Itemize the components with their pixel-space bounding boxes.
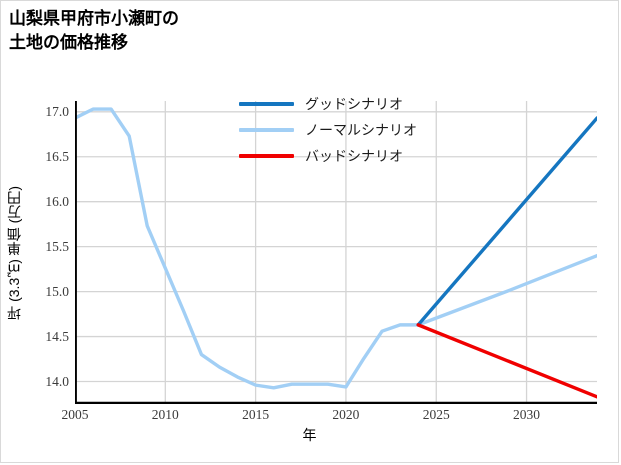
legend-swatch-icon — [239, 154, 294, 158]
legend-label: グッドシナリオ — [305, 96, 403, 112]
y-tick-label: 17.0 — [45, 103, 69, 119]
x-tick-label: 2020 — [332, 407, 360, 422]
y-tick-label: 16.5 — [45, 148, 69, 164]
legend-item[interactable]: グッドシナリオ — [239, 91, 489, 117]
x-tick-label: 2010 — [151, 407, 179, 422]
x-tick-label: 2015 — [242, 407, 270, 422]
chart-legend: グッドシナリオ ノーマルシナリオ バッドシナリオ — [239, 91, 489, 169]
y-tick-label: 15.0 — [45, 283, 69, 299]
series-line — [416, 116, 597, 327]
legend-swatch-icon — [239, 128, 294, 132]
page-title: 山梨県甲府市小瀬町の 土地の価格推移 — [9, 9, 179, 53]
plot-area — [75, 101, 597, 404]
y-tick-label: 15.5 — [45, 238, 69, 254]
series-line — [416, 323, 597, 399]
x-tick-label: 2005 — [61, 407, 89, 422]
chart-canvas — [75, 101, 597, 404]
legend-label: ノーマルシナリオ — [305, 122, 417, 138]
x-tick-label: 2030 — [513, 407, 541, 422]
y-axis-title-text: 坪 (3.3㎡) 単価 (万円) — [6, 185, 22, 320]
x-axis-title: 年 — [302, 427, 317, 443]
series-line — [75, 107, 597, 390]
legend-label: バッドシナリオ — [305, 148, 403, 164]
y-tick-label: 16.0 — [45, 193, 69, 209]
y-axis-title: 坪 (3.3㎡) 単価 (万円) — [3, 101, 25, 404]
legend-swatch-icon — [239, 102, 294, 106]
y-tick-label: 14.0 — [45, 373, 69, 389]
legend-item[interactable]: ノーマルシナリオ — [239, 117, 489, 143]
x-tick-label: 2025 — [422, 407, 450, 422]
y-tick-label: 14.5 — [45, 328, 69, 344]
legend-item[interactable]: バッドシナリオ — [239, 143, 489, 169]
